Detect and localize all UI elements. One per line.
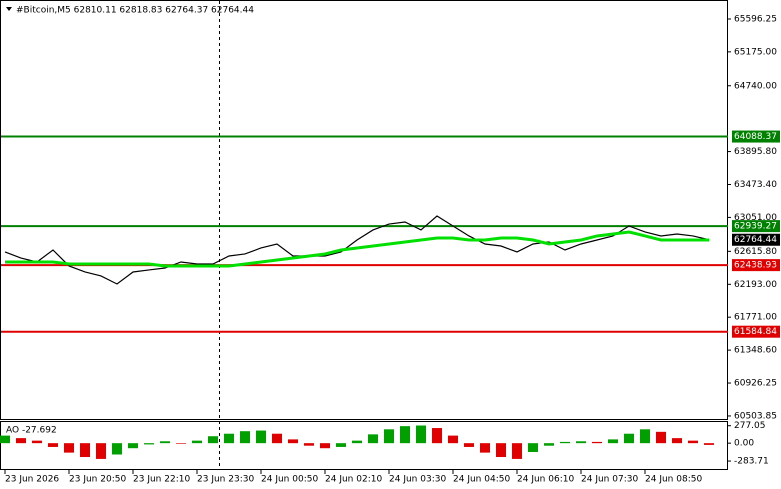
y-tick-label: 65175.00 <box>734 47 777 57</box>
ao-bar <box>240 431 250 444</box>
ao-bar <box>320 443 330 449</box>
y-tick-label: 63051.00 <box>734 213 777 223</box>
ao-bar <box>352 440 362 444</box>
ao-bar <box>592 441 602 444</box>
level-tag <box>732 130 780 143</box>
ao-bar <box>256 430 266 444</box>
y-tick-label: 277.05 <box>734 421 766 431</box>
ao-bar <box>416 425 426 444</box>
x-tick-label: 24 Jun 04:50 <box>453 475 510 485</box>
level-label: 62939.27 <box>734 222 777 232</box>
ao-frame <box>0 421 728 470</box>
level-tag <box>732 325 780 338</box>
x-tick-label: 23 Jun 23:30 <box>197 475 254 485</box>
ao-bar <box>288 439 298 444</box>
y-tick-label: 61771.00 <box>734 313 777 323</box>
ao-bar <box>448 435 458 444</box>
ao-bar <box>432 428 442 444</box>
y-tick-label: 62615.80 <box>734 247 777 257</box>
ao-bar <box>496 443 506 458</box>
ao-bar <box>112 443 122 455</box>
ao-bar <box>160 441 170 444</box>
ao-bar <box>624 433 634 444</box>
ao-bar <box>544 443 554 446</box>
ao-bar <box>480 443 490 453</box>
y-tick-label: 0.00 <box>734 439 754 449</box>
y-tick-label: 63473.40 <box>734 180 777 190</box>
ao-bar <box>144 443 154 445</box>
moving-average <box>5 230 709 268</box>
current-price-tag <box>732 233 780 246</box>
level-label: 62438.93 <box>734 261 777 271</box>
x-tick-label: 24 Jun 07:30 <box>581 475 638 485</box>
menu-arrow <box>6 7 12 11</box>
ao-bar <box>576 441 586 444</box>
y-tick-label: 63895.80 <box>734 147 777 157</box>
ao-bar <box>640 429 650 444</box>
ao-bar <box>384 429 394 444</box>
ao-bar <box>32 440 42 444</box>
main-frame <box>0 0 728 420</box>
y-tick-label: 65596.25 <box>734 15 777 25</box>
level-label: 64088.37 <box>734 132 777 142</box>
ao-bar <box>192 440 202 444</box>
ao-bar <box>224 433 234 444</box>
ao-bar <box>48 443 58 447</box>
ao-bar <box>656 431 666 444</box>
ao-bar <box>64 443 74 453</box>
x-tick-label: 24 Jun 06:10 <box>517 475 574 485</box>
ao-bar <box>128 443 138 449</box>
x-tick-label: 24 Jun 03:30 <box>389 475 446 485</box>
level-label: 61584.84 <box>734 327 777 337</box>
x-tick-label: 24 Jun 02:10 <box>325 475 382 485</box>
y-tick-label: 61348.60 <box>734 346 777 356</box>
ao-bar <box>512 443 522 459</box>
ao-bar <box>336 443 346 447</box>
ao-bar <box>608 439 618 444</box>
ao-bar <box>0 435 10 444</box>
ao-bar <box>704 443 714 445</box>
y-tick-label: 60926.25 <box>734 379 777 389</box>
ao-bar <box>560 441 570 444</box>
ao-bar <box>688 440 698 444</box>
chart-title: #Bitcoin,M5 62810.11 62818.83 62764.37 6… <box>16 6 254 16</box>
ao-bar <box>272 433 282 444</box>
ao-bar <box>80 443 90 458</box>
y-tick-label: 62193.00 <box>734 280 777 290</box>
ao-bar <box>208 436 218 444</box>
ao-bar <box>96 443 106 459</box>
x-tick-label: 23 Jun 2026 <box>5 475 59 485</box>
ao-bar <box>672 438 682 444</box>
ao-bar <box>528 443 538 452</box>
y-tick-label: -283.71 <box>734 457 769 467</box>
ao-bar <box>368 434 378 444</box>
x-tick-label: 23 Jun 20:50 <box>69 475 126 485</box>
y-tick-label: 60503.85 <box>734 411 777 421</box>
x-tick-label: 23 Jun 22:10 <box>133 475 190 485</box>
ao-bar <box>304 443 314 446</box>
ao-bar <box>464 443 474 447</box>
level-tag <box>732 220 780 233</box>
x-tick-label: 24 Jun 00:50 <box>261 475 318 485</box>
ao-title: AO -27.692 <box>6 426 57 436</box>
x-tick-label: 24 Jun 08:50 <box>645 475 702 485</box>
level-tag <box>732 259 780 272</box>
y-tick-label: 64740.00 <box>734 81 777 91</box>
ao-bar <box>16 438 26 444</box>
ao-bar <box>176 443 186 444</box>
price-line <box>4 215 710 285</box>
ao-bar <box>400 426 410 444</box>
current-price-label: 62764.44 <box>734 235 777 245</box>
